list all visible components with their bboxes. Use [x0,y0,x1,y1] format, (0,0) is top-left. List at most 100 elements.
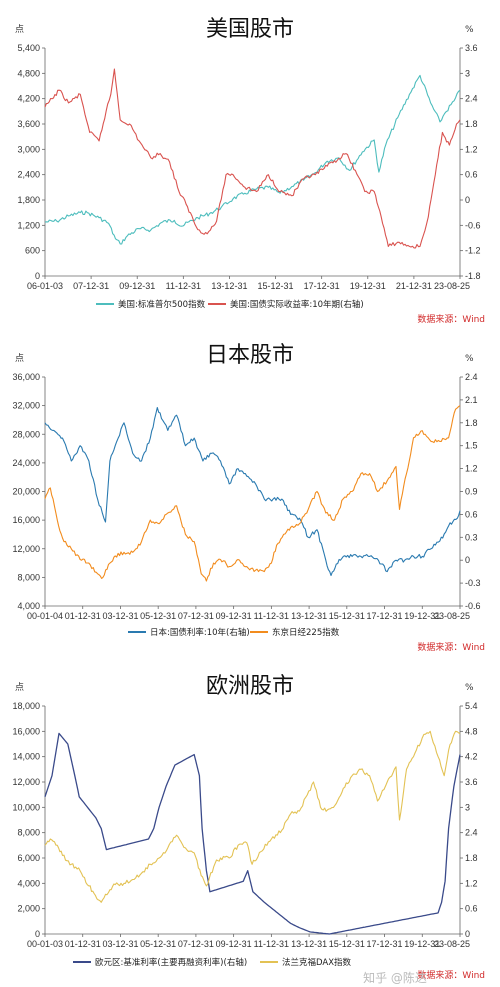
left-tick-label: 5,400 [17,43,40,53]
right-tick-label: -1.8 [465,271,481,281]
x-tick-label: 07-12-31 [178,939,214,949]
left-tick-label: 4,800 [17,68,40,78]
legend-label: 日本:国债利率:10年(右轴) [150,627,250,638]
left-tick-label: 12,000 [12,777,40,787]
series-line-1 [44,732,461,935]
left-tick-label: 2,000 [17,904,40,914]
left-tick-label: 24,000 [12,458,40,468]
legend-label: 欧元区:基准利率(主要再融资利率)(右轴) [95,957,247,968]
left-tick-label: 28,000 [12,429,40,439]
left-tick-label: 8,000 [17,572,40,582]
left-unit-label: 点 [15,353,24,364]
left-tick-label: 600 [25,246,40,256]
right-tick-label: 3 [465,802,470,812]
right-tick-label: 5.4 [465,701,478,711]
x-tick-label: 11-12-31 [166,281,201,291]
left-tick-label: 14,000 [12,752,40,762]
series-line-2 [44,68,461,249]
left-tick-label: 36,000 [12,372,40,382]
x-tick-label: 23-08-25 [434,611,470,621]
right-tick-label: 2.4 [465,828,478,838]
data-source-label: 数据来源：Wind [417,313,485,325]
right-tick-label: 2.1 [465,395,478,405]
right-tick-label: 1.8 [465,853,478,863]
x-tick-label: 07-12-31 [73,281,109,291]
x-tick-label: 17-12-31 [367,939,403,949]
x-tick-label: 05-12-31 [140,939,176,949]
chart-title: 日本股市 [206,343,294,368]
series-line-2 [44,405,461,582]
series-line-1 [44,406,461,577]
left-tick-label: 4,000 [17,878,40,888]
left-tick-label: 2,400 [17,170,40,180]
x-tick-label: 21-12-31 [396,281,432,291]
x-tick-label: 03-12-31 [102,611,138,621]
right-tick-label: 4.8 [465,726,478,736]
left-tick-label: 0 [35,929,40,939]
right-tick-label: 1.5 [465,441,478,451]
x-tick-label: 11-12-31 [254,611,289,621]
right-tick-label: 0 [465,555,470,565]
series-line-2 [44,730,461,903]
legend-label: 美国:国债实际收益率:10年期(右轴) [230,299,364,310]
right-tick-label: -0.6 [465,220,481,230]
x-tick-label: 17-12-31 [367,611,403,621]
x-tick-label: 07-12-31 [178,611,214,621]
chart-title: 美国股市 [206,17,294,42]
chart-panel-2: 日本股市 点 % 4,000 8,000 12,000 16,000 20,000 24,000… [12,343,485,653]
left-tick-label: 4,000 [17,601,40,611]
chart-panel-1: 美国股市 点 % 0 600 1,200 1,800 2,400 3,000 3,600 4,200… [15,17,485,325]
left-tick-label: 16,000 [12,515,40,525]
right-tick-label: 1.8 [465,119,478,129]
watermark-text: 知乎 @陈达 [363,970,427,985]
right-tick-label: 0 [465,929,470,939]
right-tick-label: 0.6 [465,170,478,180]
left-tick-label: 32,000 [12,401,40,411]
x-tick-label: 06-01-03 [27,281,63,291]
left-tick-label: 16,000 [12,726,40,736]
x-tick-label: 15-12-31 [329,611,365,621]
right-tick-label: 0 [465,195,470,205]
chart-title: 欧洲股市 [206,674,294,699]
x-tick-label: 03-12-31 [102,939,138,949]
data-source-label: 数据来源：Wind [417,641,485,653]
right-tick-label: -0.3 [465,578,481,588]
x-tick-label: 19-12-31 [350,281,386,291]
x-tick-label: 15-12-31 [258,281,294,291]
x-tick-label: 11-12-31 [254,939,289,949]
left-unit-label: 点 [15,682,24,693]
left-tick-label: 8,000 [17,828,40,838]
left-tick-label: 12,000 [12,544,40,554]
left-tick-label: 18,000 [12,701,40,711]
left-tick-label: 6,000 [17,853,40,863]
legend-label: 法兰克福DAX指数 [282,957,352,968]
left-unit-label: 点 [15,24,24,35]
data-source-label: 数据来源：Wind [417,969,485,981]
x-tick-label: 13-12-31 [211,281,247,291]
x-tick-label: 01-12-31 [65,611,101,621]
left-tick-label: 1,800 [17,195,40,205]
right-tick-label: 0.6 [465,904,478,914]
x-tick-label: 13-12-31 [291,611,327,621]
x-tick-label: 09-12-31 [216,611,252,621]
right-tick-label: 1.2 [465,878,478,888]
x-tick-label: 23-08-25 [434,939,470,949]
left-tick-label: 10,000 [12,802,40,812]
x-tick-label: 23-08-25 [434,281,470,291]
right-tick-label: 3 [465,68,470,78]
right-tick-label: 1.2 [465,144,478,154]
x-tick-label: 17-12-31 [304,281,340,291]
legend-label: 东京日经225指数 [272,627,340,638]
left-tick-label: 0 [35,271,40,281]
series-line-1 [44,74,461,245]
x-tick-label: 13-12-31 [291,939,327,949]
x-tick-label: 05-12-31 [140,611,176,621]
left-tick-label: 3,000 [17,144,40,154]
x-tick-label: 19-12-31 [404,939,440,949]
right-tick-label: -1.2 [465,246,481,256]
x-tick-label: 19-12-31 [404,611,440,621]
left-tick-label: 3,600 [17,119,40,129]
right-tick-label: 2.4 [465,94,478,104]
x-tick-label: 09-12-31 [216,939,252,949]
right-tick-label: -0.6 [465,601,481,611]
